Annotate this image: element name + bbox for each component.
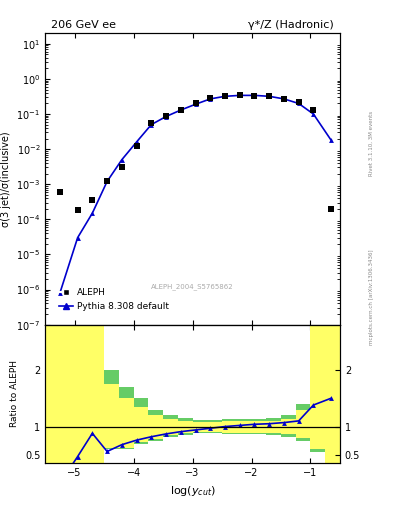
Text: ALEPH_2004_S5765862: ALEPH_2004_S5765862	[151, 283, 234, 290]
Text: γ*/Z (Hadronic): γ*/Z (Hadronic)	[248, 20, 334, 30]
Y-axis label: Ratio to ALEPH: Ratio to ALEPH	[10, 360, 19, 428]
X-axis label: $\log(y_{cut})$: $\log(y_{cut})$	[170, 484, 215, 498]
Y-axis label: σ(3 jet)/σ(inclusive): σ(3 jet)/σ(inclusive)	[0, 131, 11, 227]
Text: 206 GeV ee: 206 GeV ee	[51, 20, 116, 30]
Text: Rivet 3.1.10, 3M events: Rivet 3.1.10, 3M events	[369, 111, 374, 176]
Legend: ALEPH, Pythia 8.308 default: ALEPH, Pythia 8.308 default	[55, 285, 173, 314]
Text: mcplots.cern.ch [arXiv:1306.3436]: mcplots.cern.ch [arXiv:1306.3436]	[369, 249, 374, 345]
